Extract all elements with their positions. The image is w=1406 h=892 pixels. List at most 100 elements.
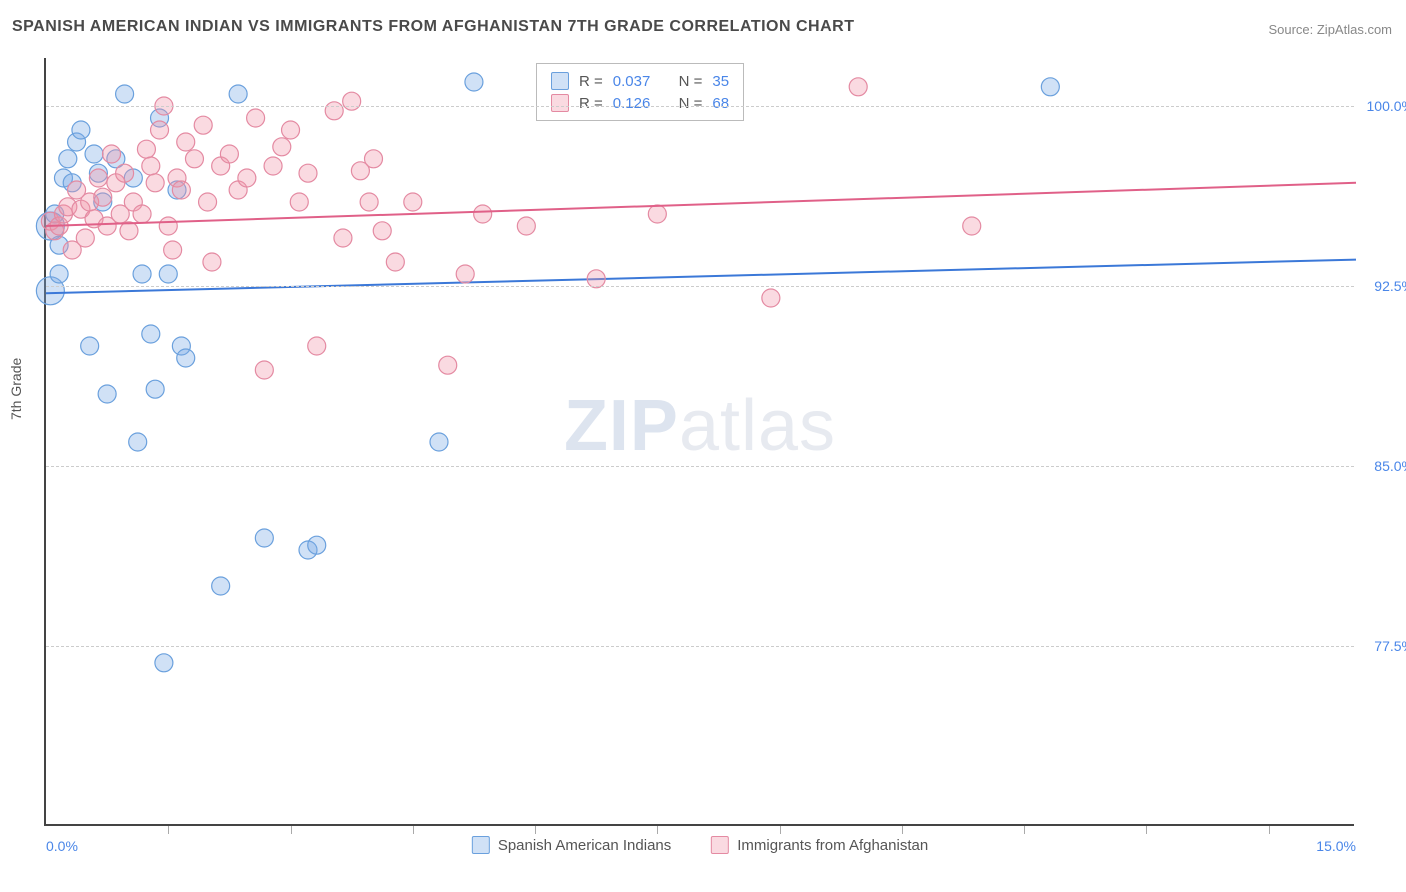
x-tick	[657, 826, 658, 834]
y-tick-label: 77.5%	[1359, 638, 1406, 654]
x-tick	[780, 826, 781, 834]
stats-r-value-1: 0.037	[613, 73, 651, 90]
scatter-point	[299, 164, 317, 182]
grid-line-h	[46, 466, 1354, 467]
scatter-point	[963, 217, 981, 235]
scatter-point	[199, 193, 217, 211]
x-tick	[291, 826, 292, 834]
scatter-point	[517, 217, 535, 235]
grid-line-h	[46, 286, 1354, 287]
y-tick-label: 85.0%	[1359, 458, 1406, 474]
scatter-point	[151, 121, 169, 139]
scatter-point	[360, 193, 378, 211]
scatter-point	[185, 150, 203, 168]
scatter-point	[282, 121, 300, 139]
scatter-point	[474, 205, 492, 223]
y-tick-label: 92.5%	[1359, 278, 1406, 294]
scatter-point	[133, 205, 151, 223]
scatter-point	[404, 193, 422, 211]
scatter-point	[194, 116, 212, 134]
scatter-point	[94, 188, 112, 206]
scatter-point	[255, 361, 273, 379]
scatter-point	[137, 140, 155, 158]
scatter-point	[85, 145, 103, 163]
legend-item: Immigrants from Afghanistan	[711, 836, 928, 854]
stats-row: R = 0.037 N = 35	[551, 70, 729, 92]
scatter-point	[290, 193, 308, 211]
scatter-point	[849, 78, 867, 96]
scatter-point	[164, 241, 182, 259]
scatter-point	[648, 205, 666, 223]
scatter-point	[159, 217, 177, 235]
legend-swatch-1	[472, 836, 490, 854]
scatter-point	[172, 181, 190, 199]
x-tick	[1269, 826, 1270, 834]
scatter-point	[365, 150, 383, 168]
scatter-point	[325, 102, 343, 120]
scatter-point	[81, 337, 99, 355]
scatter-point	[264, 157, 282, 175]
stats-n-value-1: 35	[712, 73, 729, 90]
trend-line	[46, 260, 1356, 294]
grid-line-h	[46, 106, 1354, 107]
scatter-point	[439, 356, 457, 374]
scatter-point	[343, 92, 361, 110]
stats-r-label: R =	[579, 73, 603, 90]
scatter-point	[456, 265, 474, 283]
stats-r-label: R =	[579, 95, 603, 112]
y-axis-label: 7th Grade	[8, 358, 24, 420]
scatter-point	[116, 85, 134, 103]
bottom-legend: Spanish American Indians Immigrants from…	[472, 836, 928, 854]
stats-n-label: N =	[679, 95, 703, 112]
x-tick	[1024, 826, 1025, 834]
scatter-point	[238, 169, 256, 187]
scatter-point	[308, 536, 326, 554]
legend-item: Spanish American Indians	[472, 836, 671, 854]
scatter-point	[59, 150, 77, 168]
x-tick-label: 0.0%	[46, 838, 78, 854]
stats-row: R = 0.126 N = 68	[551, 92, 729, 114]
stats-box: R = 0.037 N = 35 R = 0.126 N = 68	[536, 63, 744, 121]
scatter-point	[220, 145, 238, 163]
scatter-point	[203, 253, 221, 271]
scatter-point	[129, 433, 147, 451]
scatter-point	[120, 222, 138, 240]
scatter-point	[98, 385, 116, 403]
x-tick	[902, 826, 903, 834]
scatter-point	[229, 85, 247, 103]
scatter-point	[465, 73, 483, 91]
scatter-point	[155, 654, 173, 672]
scatter-point	[76, 229, 94, 247]
scatter-point	[133, 265, 151, 283]
scatter-point	[255, 529, 273, 547]
stats-r-value-2: 0.126	[613, 95, 651, 112]
scatter-point	[142, 157, 160, 175]
x-tick-label: 15.0%	[1316, 838, 1356, 854]
x-tick	[168, 826, 169, 834]
y-tick-label: 100.0%	[1359, 98, 1406, 114]
grid-line-h	[46, 646, 1354, 647]
scatter-point	[116, 164, 134, 182]
scatter-point	[103, 145, 121, 163]
x-tick	[1146, 826, 1147, 834]
stats-swatch-1	[551, 72, 569, 90]
scatter-point	[373, 222, 391, 240]
scatter-point	[146, 174, 164, 192]
scatter-point	[273, 138, 291, 156]
scatter-point	[762, 289, 780, 307]
plot-area: ZIPatlas R = 0.037 N = 35 R = 0.126 N = …	[44, 58, 1354, 826]
scatter-point	[177, 133, 195, 151]
scatter-point	[177, 349, 195, 367]
legend-label-2: Immigrants from Afghanistan	[737, 837, 928, 854]
scatter-point	[142, 325, 160, 343]
scatter-point	[1041, 78, 1059, 96]
scatter-point	[72, 121, 90, 139]
x-tick	[413, 826, 414, 834]
stats-swatch-2	[551, 94, 569, 112]
legend-swatch-2	[711, 836, 729, 854]
scatter-point	[50, 265, 68, 283]
scatter-point	[212, 577, 230, 595]
source-label: Source: ZipAtlas.com	[1268, 22, 1392, 37]
x-tick	[535, 826, 536, 834]
stats-n-label: N =	[679, 73, 703, 90]
